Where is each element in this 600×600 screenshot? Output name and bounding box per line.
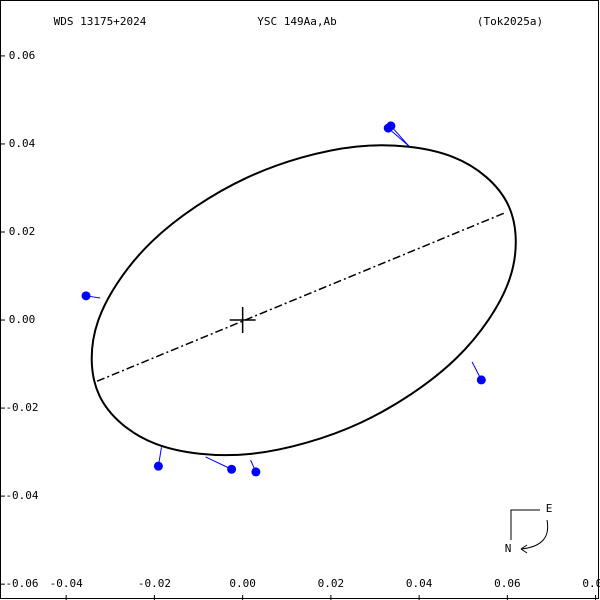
y-tick-label: 0.00 [9,313,36,326]
residual-line [387,127,410,147]
observation [386,121,396,131]
y-tick-label: 0.04 [9,137,36,150]
y-tick-label: 0.06 [9,49,36,62]
compass: E N [505,502,553,555]
orbit-ellipse [90,144,517,457]
observation [81,291,91,301]
compass-east: E [546,502,553,515]
observation [227,464,237,474]
x-tick-label: 0.02 [318,577,345,590]
x-tick-label: 0.04 [406,577,433,590]
compass-north: N [505,542,512,555]
residual-line [205,456,232,470]
x-tick-label: -0.04 [50,577,83,590]
x-tick-label: 0.00 [229,577,256,590]
y-tick-label: 0.02 [9,225,36,238]
compass-arrowhead [520,544,528,554]
compass-arrow [520,519,549,550]
primary-star [229,307,256,334]
y-tick-label: -0.02 [5,401,38,414]
reference-label: (Tok2025a) [477,15,543,28]
x-tick-label: 0.08 [582,577,600,590]
observation [251,467,261,477]
x-tick-label: -0.02 [138,577,171,590]
y-tick-label: -0.04 [5,489,38,502]
compass-axes [510,509,540,540]
line-of-nodes [96,211,507,382]
observation [476,375,486,385]
x-tick-label: 0.06 [494,577,521,590]
chart-title: YSC 149Aa,Ab [257,15,336,28]
y-tick-label: -0.06 [5,577,38,590]
wds-label: WDS 13175+2024 [54,15,147,28]
observation [153,461,163,471]
residual-line [390,125,410,147]
